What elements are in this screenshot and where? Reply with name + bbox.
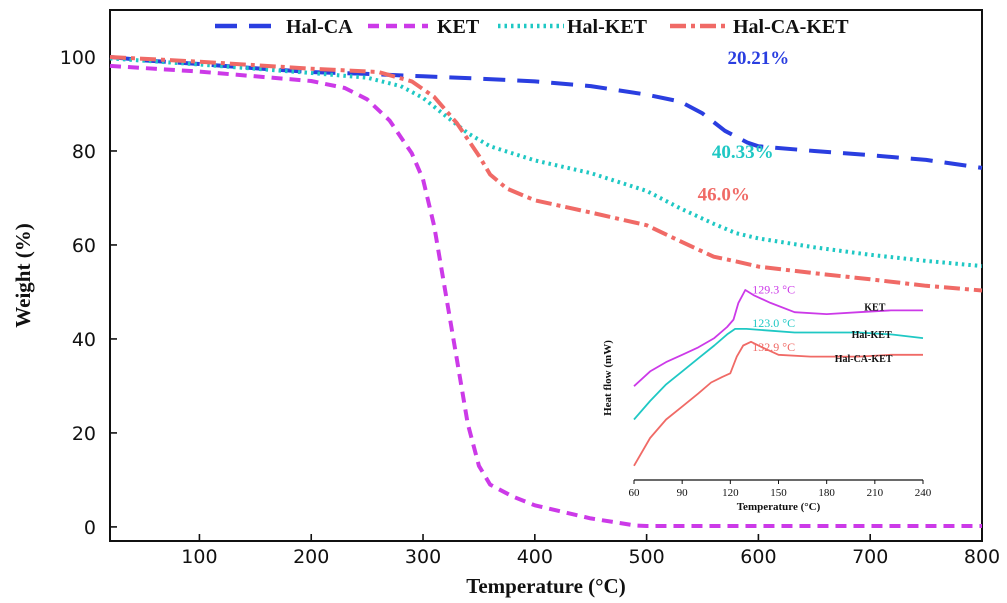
annotation-1: 40.33% [712,142,774,163]
inset-x-tick-label: 210 [867,487,884,499]
inset-x-tick-label: 240 [915,487,932,499]
inset-peak-label-2: 132.9 °C [752,340,795,354]
y-tick-label: 100 [60,47,96,69]
x-tick-label: 500 [628,546,664,568]
inset-curve-label-1: Hal-KET [852,330,892,341]
legend: Hal-CA KET Hal-KET Hal-CA-KET [215,16,849,38]
inset-x-tick-label: 60 [629,487,641,499]
inset-y-axis-title: Heat flow (mW) [602,340,614,416]
x-axis-title: Temperature (°C) [466,574,625,598]
inset-curve-label-0: KET [864,302,885,313]
y-tick-label: 40 [72,329,96,351]
legend-label: Hal-KET [567,16,648,38]
x-tick-label: 100 [181,546,217,568]
legend-label: Hal-CA-KET [733,16,849,38]
annotation-0: 20.21% [728,48,790,69]
x-tick-label: 200 [293,546,329,568]
x-tick-label: 700 [852,546,888,568]
x-tick-label: 400 [517,546,553,568]
inset-peak-label-1: 123.0 °C [752,316,795,330]
x-tick-label: 300 [405,546,441,568]
annotation-2: 46.0% [698,184,750,205]
main-plot: 100 200 300 400 500 600 700 800 0 20 40 60 80 100 20.2… [60,10,1000,568]
inset-peak-label-0: 129.3 °C [752,283,795,297]
x-tick-label: 600 [740,546,776,568]
plot-frame [110,10,982,541]
inset-x-tick-label: 90 [677,487,689,499]
inset-x-tick-label: 180 [818,487,835,499]
legend-label: KET [437,16,480,38]
series-line-hal-ket [110,58,982,266]
inset-x-tick-label: 150 [770,487,787,499]
y-tick-label: 0 [84,517,96,539]
legend-label: Hal-CA [286,16,353,38]
inset-dsc-plot: 60 90 120 150 180 210 240 Temperature (°C) Heat … [602,283,932,513]
y-tick-label: 60 [72,235,96,257]
inset-x-axis-title: Temperature (°C) [737,501,821,513]
x-tick-label: 800 [964,546,1000,568]
series-line-ket [110,66,982,526]
inset-curve-label-2: Hal-CA-KET [835,354,893,365]
inset-x-tick-label: 120 [722,487,739,499]
series-line-hal-ca-ket [110,57,982,291]
y-tick-label: 80 [72,141,96,163]
y-axis-title: Weight (%) [11,223,35,327]
y-tick-label: 20 [72,423,96,445]
